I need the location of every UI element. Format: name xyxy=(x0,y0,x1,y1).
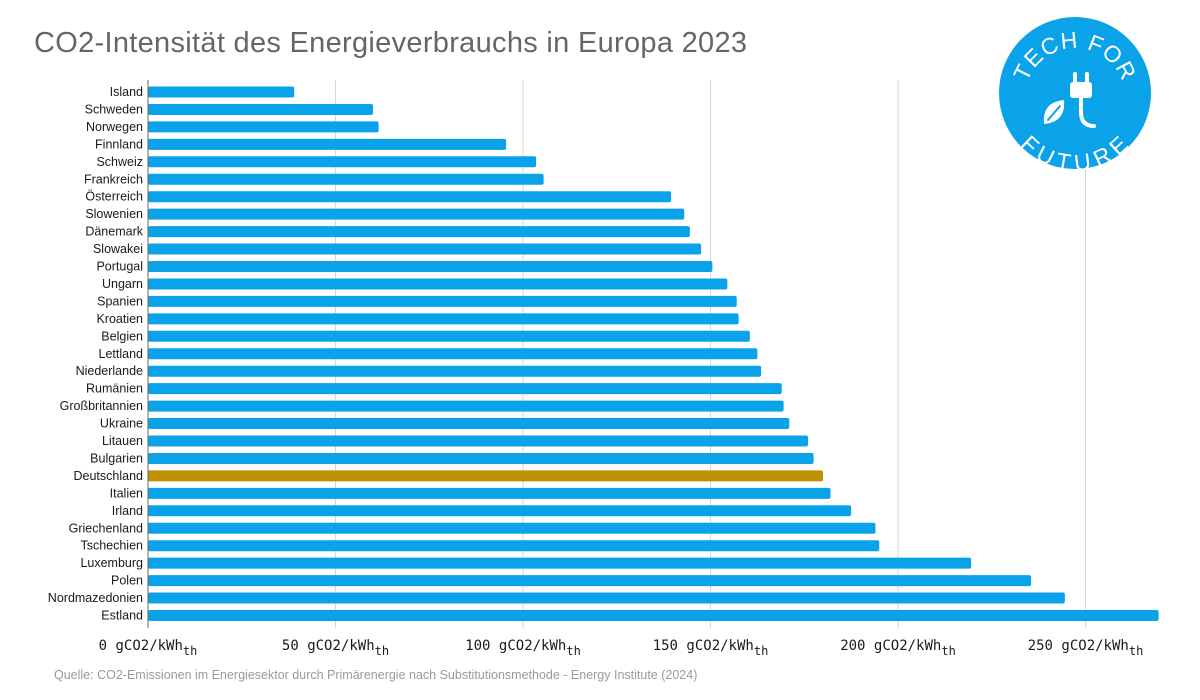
category-label: Nordmazedonien xyxy=(48,591,143,605)
category-label: Deutschland xyxy=(74,469,144,483)
bar-spanien xyxy=(148,295,737,307)
bars xyxy=(148,86,1159,621)
category-label: Polen xyxy=(111,574,143,588)
category-label: Griechenland xyxy=(69,521,143,535)
x-tick-label: 200 gCO2/kWhth xyxy=(840,638,956,658)
chart-title: CO2-Intensität des Energieverbrauchs in … xyxy=(34,27,748,59)
category-labels: Island Schweden Norwegen Finnland Schweiz Fra… xyxy=(48,85,144,623)
bar-kroatien xyxy=(148,313,739,325)
tech-for-future-logo: TECH FOR FUTURE xyxy=(998,16,1152,176)
category-label: Luxemburg xyxy=(80,556,143,570)
x-tick-label: 50 gCO2/kWhth xyxy=(282,638,389,658)
bar-tschechien xyxy=(148,540,880,552)
bar-nordmazedonien xyxy=(148,592,1065,604)
category-label: Großbritannien xyxy=(60,399,143,413)
bar-deutschland xyxy=(148,470,823,482)
bar-schweden xyxy=(148,103,373,115)
category-label: Dänemark xyxy=(85,225,143,239)
category-label: Estland xyxy=(101,609,143,623)
category-label: Slowakei xyxy=(93,242,143,256)
bar-luxemburg xyxy=(148,557,972,569)
bar-schweiz xyxy=(148,156,537,168)
bar-portugal xyxy=(148,261,713,272)
bar-litauen xyxy=(148,435,808,447)
bar-belgien xyxy=(148,330,750,342)
bar-estland xyxy=(148,610,1159,621)
bar-niederlande xyxy=(148,365,762,377)
x-tick-label: 0 gCO2/kWhth xyxy=(99,638,198,658)
category-label: Irland xyxy=(112,504,143,518)
bar-griechenland xyxy=(148,522,876,534)
category-label: Schweden xyxy=(85,102,143,116)
bar-slowenien xyxy=(148,208,685,220)
x-tick-label: 150 gCO2/kWhth xyxy=(653,638,769,658)
category-label: Norwegen xyxy=(86,120,143,134)
category-label: Italien xyxy=(110,486,143,500)
category-label: Ungarn xyxy=(102,277,143,291)
category-label: Spanien xyxy=(97,294,143,308)
category-label: Schweiz xyxy=(96,155,143,169)
x-tick-label: 100 gCO2/kWhth xyxy=(465,638,581,658)
bar-bulgarien xyxy=(148,452,814,464)
source-note: Quelle: CO2-Emissionen im Energiesektor … xyxy=(54,668,698,682)
bar-norwegen xyxy=(148,121,379,133)
category-label: Slowenien xyxy=(85,207,143,221)
category-label: Island xyxy=(110,85,143,99)
category-label: Portugal xyxy=(96,260,143,274)
category-label: Finnland xyxy=(95,137,143,151)
bar-island xyxy=(148,86,295,98)
bar-ukraine xyxy=(148,418,790,430)
category-label: Niederlande xyxy=(76,364,143,378)
bar-lettland xyxy=(148,348,758,360)
category-label: Kroatien xyxy=(96,312,143,326)
x-tick-labels: 0 gCO2/kWhth 50 gCO2/kWhth 100 gCO2/kWhth 1… xyxy=(99,638,1144,658)
bar-österreich xyxy=(148,191,672,203)
bar-finnland xyxy=(148,138,507,150)
category-label: Belgien xyxy=(101,329,143,343)
bar-italien xyxy=(148,487,831,499)
bar-großbritannien xyxy=(148,400,784,412)
category-label: Frankreich xyxy=(84,172,143,186)
category-label: Österreich xyxy=(85,190,143,204)
category-label: Tschechien xyxy=(80,539,143,553)
bar-dänemark xyxy=(148,226,690,238)
category-label: Ukraine xyxy=(100,417,143,431)
category-label: Lettland xyxy=(99,347,144,361)
category-label: Bulgarien xyxy=(90,451,143,465)
category-label: Rumänien xyxy=(86,382,143,396)
bar-ungarn xyxy=(148,278,728,290)
plug-leaf-icon xyxy=(1043,72,1096,128)
bar-rumänien xyxy=(148,383,782,395)
category-label: Litauen xyxy=(102,434,143,448)
bar-polen xyxy=(148,575,1032,587)
bar-frankreich xyxy=(148,173,544,185)
x-tick-label: 250 gCO2/kWhth xyxy=(1028,638,1144,658)
bar-slowakei xyxy=(148,243,702,255)
bar-irland xyxy=(148,505,852,517)
